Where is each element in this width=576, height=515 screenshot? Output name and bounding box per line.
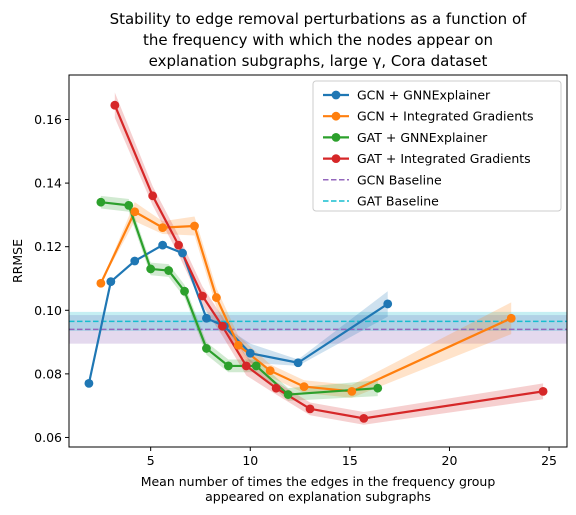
gat-integrated-gradients-point-7 — [305, 404, 315, 414]
gat-gnnexplainer-point-9 — [373, 383, 383, 393]
x-axis-label-line-2: appeared on explanation subgraphs — [205, 489, 431, 504]
legend-label-gat-gnnexplainer: GAT + GNNExplainer — [357, 130, 488, 145]
y-tick-label-2: 0.10 — [34, 303, 62, 318]
gcn-integrated-gradients-point-3 — [190, 221, 199, 231]
x-tick-label-3: 20 — [442, 453, 458, 468]
plot-frame — [68, 74, 568, 448]
gcn-gnnexplainer-point-9 — [383, 299, 393, 309]
gat-gnnexplainer-point-2 — [146, 264, 156, 274]
gat-gnnexplainer-line — [100, 201, 378, 396]
gat-integrated-gradients-point-2 — [174, 240, 183, 250]
gcn-integrated-gradients-point-7 — [299, 382, 309, 391]
gat-gnnexplainer-point-7 — [251, 361, 261, 371]
legend-marker-gat-gnnexplainer — [331, 133, 341, 142]
baseline-lines — [69, 320, 567, 331]
gcn-integrated-gradients-point-1 — [130, 207, 140, 217]
legend-label-gat-baseline: GAT Baseline — [357, 194, 439, 209]
gat-gnnexplainer-point-6 — [223, 361, 233, 371]
gat-gnnexplainer-point-8 — [283, 390, 293, 399]
x-axis-label: Mean number of times the edges in the fr… — [141, 474, 496, 504]
gcn-integrated-gradients-point-8 — [347, 386, 357, 396]
legend-label-gcn-integrated-gradients: GCN + Integrated Gradients — [357, 109, 534, 124]
gcn-integrated-gradients-line — [99, 210, 512, 393]
legend-label-gcn-gnnexplainer: GCN + GNNExplainer — [357, 88, 491, 103]
gcn-gnnexplainer-point-8 — [293, 358, 303, 368]
gat-integrated-gradients-point-9 — [538, 386, 548, 396]
legend-item-gcn-integrated-gradients: GCN + Integrated Gradients — [323, 109, 534, 124]
legend-marker-gat-integrated-gradients — [331, 154, 341, 164]
gat-integrated-gradients-point-4 — [217, 321, 227, 331]
y-tick-label-5: 0.16 — [34, 112, 62, 127]
legend-item-gcn-gnnexplainer: GCN + GNNExplainer — [323, 88, 491, 103]
gcn-integrated-gradients-point-0 — [96, 278, 106, 288]
y-tick-label-0: 0.06 — [34, 430, 62, 445]
gcn-integrated-gradients-point-2 — [158, 223, 168, 233]
gat-integrated-gradients-point-6 — [271, 383, 281, 393]
x-axis: 5 10 15 20 25 — [147, 447, 557, 468]
x-axis-label-line-1: Mean number of times the edges in the fr… — [141, 474, 496, 489]
x-tick-label-2: 15 — [342, 453, 358, 468]
gcn-gnnexplainer-line — [87, 244, 389, 384]
gcn-gnnexplainer-band — [88, 245, 388, 384]
legend-label-gcn-baseline: GCN Baseline — [357, 172, 442, 187]
legend-frame — [312, 80, 562, 212]
gcn-gnnexplainer-point-2 — [130, 256, 140, 266]
legend: GCN + GNNExplainer GCN + Integrated Gradi… — [312, 80, 562, 212]
legend-item-gat-gnnexplainer: GAT + GNNExplainer — [323, 130, 488, 145]
chart-title-line-2: the frequency with which the nodes appea… — [143, 31, 493, 49]
x-tick-label-4: 25 — [541, 453, 557, 468]
series-markers — [84, 100, 548, 423]
gat-integrated-gradients-point-5 — [241, 361, 251, 371]
gat-integrated-gradients-point-8 — [359, 413, 369, 423]
gat-gnnexplainer-point-5 — [202, 344, 211, 353]
gcn-integrated-gradients-point-6 — [265, 366, 275, 376]
x-tick-label-1: 10 — [242, 453, 258, 468]
gat-gnnexplainer-band — [100, 195, 378, 401]
legend-item-gat-integrated-gradients: GAT + Integrated Gradients — [323, 151, 531, 166]
gat-integrated-gradients-band — [114, 92, 544, 425]
series-bands — [88, 92, 544, 425]
gcn-gnnexplainer-point-4 — [178, 248, 187, 258]
gcn-integrated-gradients-point-4 — [212, 293, 221, 302]
y-tick-label-4: 0.14 — [34, 176, 62, 191]
chart-title: Stability to edge removal perturbations … — [110, 10, 528, 70]
legend-marker-gcn-integrated-gradients — [331, 111, 341, 121]
chart-title-line-1: Stability to edge removal perturbations … — [110, 10, 528, 28]
gcn-gnnexplainer-point-7 — [245, 348, 255, 358]
gat-gnnexplainer-point-3 — [164, 266, 174, 275]
y-axis-label: RRMSE — [10, 239, 25, 283]
y-axis: 0.06 0.08 0.10 0.12 0.14 0.16 — [34, 112, 69, 445]
x-tick-label-0: 5 — [147, 453, 155, 468]
gcn-integrated-gradients-point-5 — [233, 340, 243, 350]
gat-integrated-gradients-point-0 — [110, 100, 120, 110]
gcn-gnnexplainer-point-5 — [202, 313, 211, 323]
gcn-integrated-gradients-band — [100, 202, 512, 398]
gcn-gnnexplainer-point-1 — [106, 277, 116, 287]
legend-item-gat-baseline: GAT Baseline — [323, 194, 439, 209]
chart-title-line-3: explanation subgraphs, large γ, Cora dat… — [149, 52, 488, 70]
gat-gnnexplainer-point-0 — [96, 197, 106, 207]
gcn-gnnexplainer-point-0 — [84, 379, 94, 388]
gat-integrated-gradients-point-1 — [148, 191, 158, 201]
legend-label-gat-integrated-gradients: GAT + Integrated Gradients — [357, 151, 531, 166]
gcn-integrated-gradients-point-9 — [506, 313, 516, 323]
legend-marker-gcn-gnnexplainer — [331, 90, 341, 100]
y-tick-label-1: 0.08 — [34, 366, 62, 381]
legend-item-gcn-baseline: GCN Baseline — [323, 172, 442, 187]
y-tick-label-3: 0.12 — [34, 239, 62, 254]
gat-gnnexplainer-point-1 — [124, 200, 134, 210]
gat-integrated-gradients-point-3 — [198, 291, 207, 301]
gat-gnnexplainer-point-4 — [180, 286, 189, 296]
gcn-gnnexplainer-point-3 — [158, 240, 168, 250]
